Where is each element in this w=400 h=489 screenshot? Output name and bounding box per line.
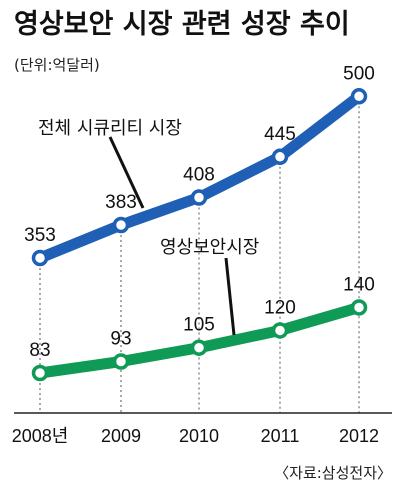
source-note: 〈자료:삼성전자〉 (274, 464, 392, 482)
chart-subtitle: (단위:억달러) (14, 56, 100, 74)
data-label-total-security: 445 (264, 124, 296, 145)
data-point-video-security (271, 322, 289, 339)
chart-title: 영상보안 시장 관련 성장 추이 (14, 9, 350, 40)
x-tick-labels: 2008년 2009 2010 2011 2012 (12, 426, 379, 446)
data-labels: 353 383 408 445 500 83 93 105 120 140 (24, 63, 375, 361)
data-label-total-security: 408 (183, 165, 215, 186)
data-label-total-security: 500 (343, 63, 375, 84)
x-tick-label: 2008년 (12, 426, 69, 446)
series-label-video: 영상보안시장 (160, 237, 259, 258)
data-point-total-security (350, 88, 368, 105)
data-label-video-security: 105 (183, 315, 215, 336)
data-point-video-security (350, 299, 368, 316)
data-point-video-security (190, 339, 208, 356)
x-tick-label: 2009 (101, 426, 141, 446)
data-point-total-security (271, 148, 289, 166)
data-label-video-security: 140 (343, 274, 375, 295)
data-label-total-security: 353 (24, 225, 56, 246)
x-tick-label: 2012 (339, 426, 379, 446)
vertical-guides (39, 96, 360, 413)
data-point-video-security (112, 353, 130, 370)
leader-line-video (224, 257, 236, 336)
x-tick-label: 2011 (261, 426, 300, 446)
data-label-video-security: 83 (29, 340, 50, 361)
x-tick-label: 2010 (179, 426, 219, 446)
data-point-total-security (190, 189, 208, 206)
data-point-video-security (31, 364, 49, 382)
data-point-total-security (112, 216, 130, 234)
leader-line-total (108, 136, 145, 209)
series-label-total: 전체 시큐리티 시장 (38, 118, 182, 139)
data-label-video-security: 93 (110, 329, 131, 350)
series-layer (31, 88, 368, 382)
data-label-total-security: 383 (105, 192, 137, 213)
data-point-total-security (31, 249, 49, 267)
data-label-video-security: 120 (264, 297, 296, 318)
